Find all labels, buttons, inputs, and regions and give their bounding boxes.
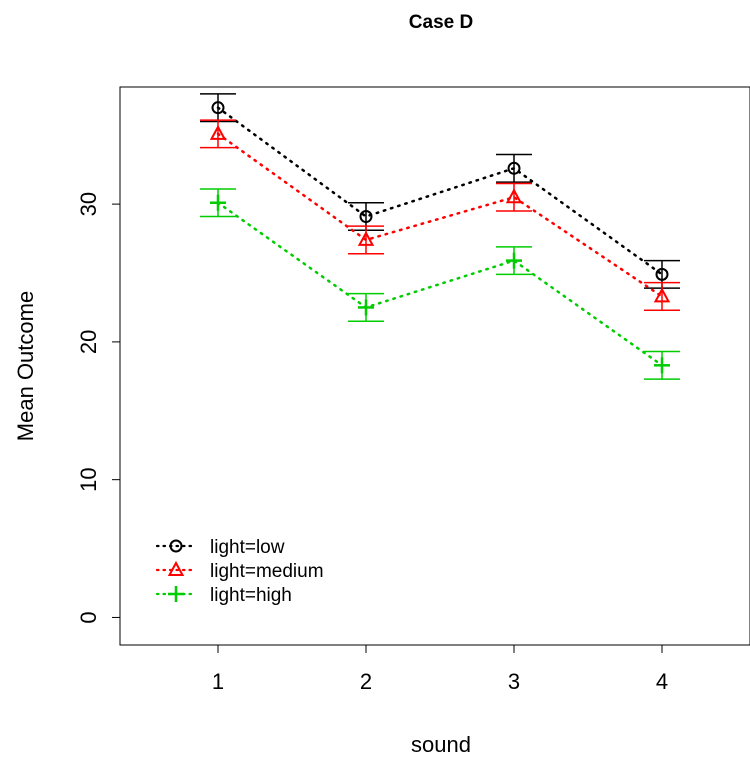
y-tick-label: 10 [76, 467, 101, 491]
series-line [216, 106, 664, 276]
x-axis-label: sound [411, 732, 471, 757]
triangle-marker [653, 287, 671, 303]
circle-marker [169, 539, 183, 553]
series [200, 93, 680, 289]
triangle-marker [505, 188, 523, 204]
x-tick-label: 2 [360, 669, 372, 694]
series-line [216, 201, 664, 367]
axes: 1 2 3 4 0 10 20 30 [76, 192, 668, 694]
series [200, 188, 680, 380]
circle-marker [359, 210, 373, 224]
circle-marker [211, 101, 225, 115]
legend-item: light=medium [155, 560, 324, 582]
legend: light=low light=medium light=high [155, 537, 324, 606]
y-axis-label: Mean Outcome [13, 291, 38, 441]
legend-label: light=high [210, 585, 292, 606]
y-tick-label: 20 [76, 330, 101, 354]
triangle-marker [167, 560, 185, 576]
x-tick-label: 3 [508, 669, 520, 694]
chart-title: Case D [409, 12, 473, 33]
x-tick-label: 4 [656, 669, 668, 694]
legend-label: light=low [210, 537, 285, 558]
legend-label: light=medium [210, 561, 324, 582]
x-tick-label: 1 [212, 669, 224, 694]
series [200, 119, 680, 311]
y-tick-label: 30 [76, 192, 101, 216]
legend-item: light=low [155, 537, 285, 558]
series-line [216, 132, 664, 298]
circle-marker [655, 267, 669, 281]
legend-item: light=high [155, 585, 292, 606]
circle-marker [507, 161, 521, 175]
triangle-marker [209, 124, 227, 140]
y-tick-label: 0 [76, 611, 101, 623]
series-layer [200, 93, 680, 380]
triangle-marker [357, 230, 375, 246]
